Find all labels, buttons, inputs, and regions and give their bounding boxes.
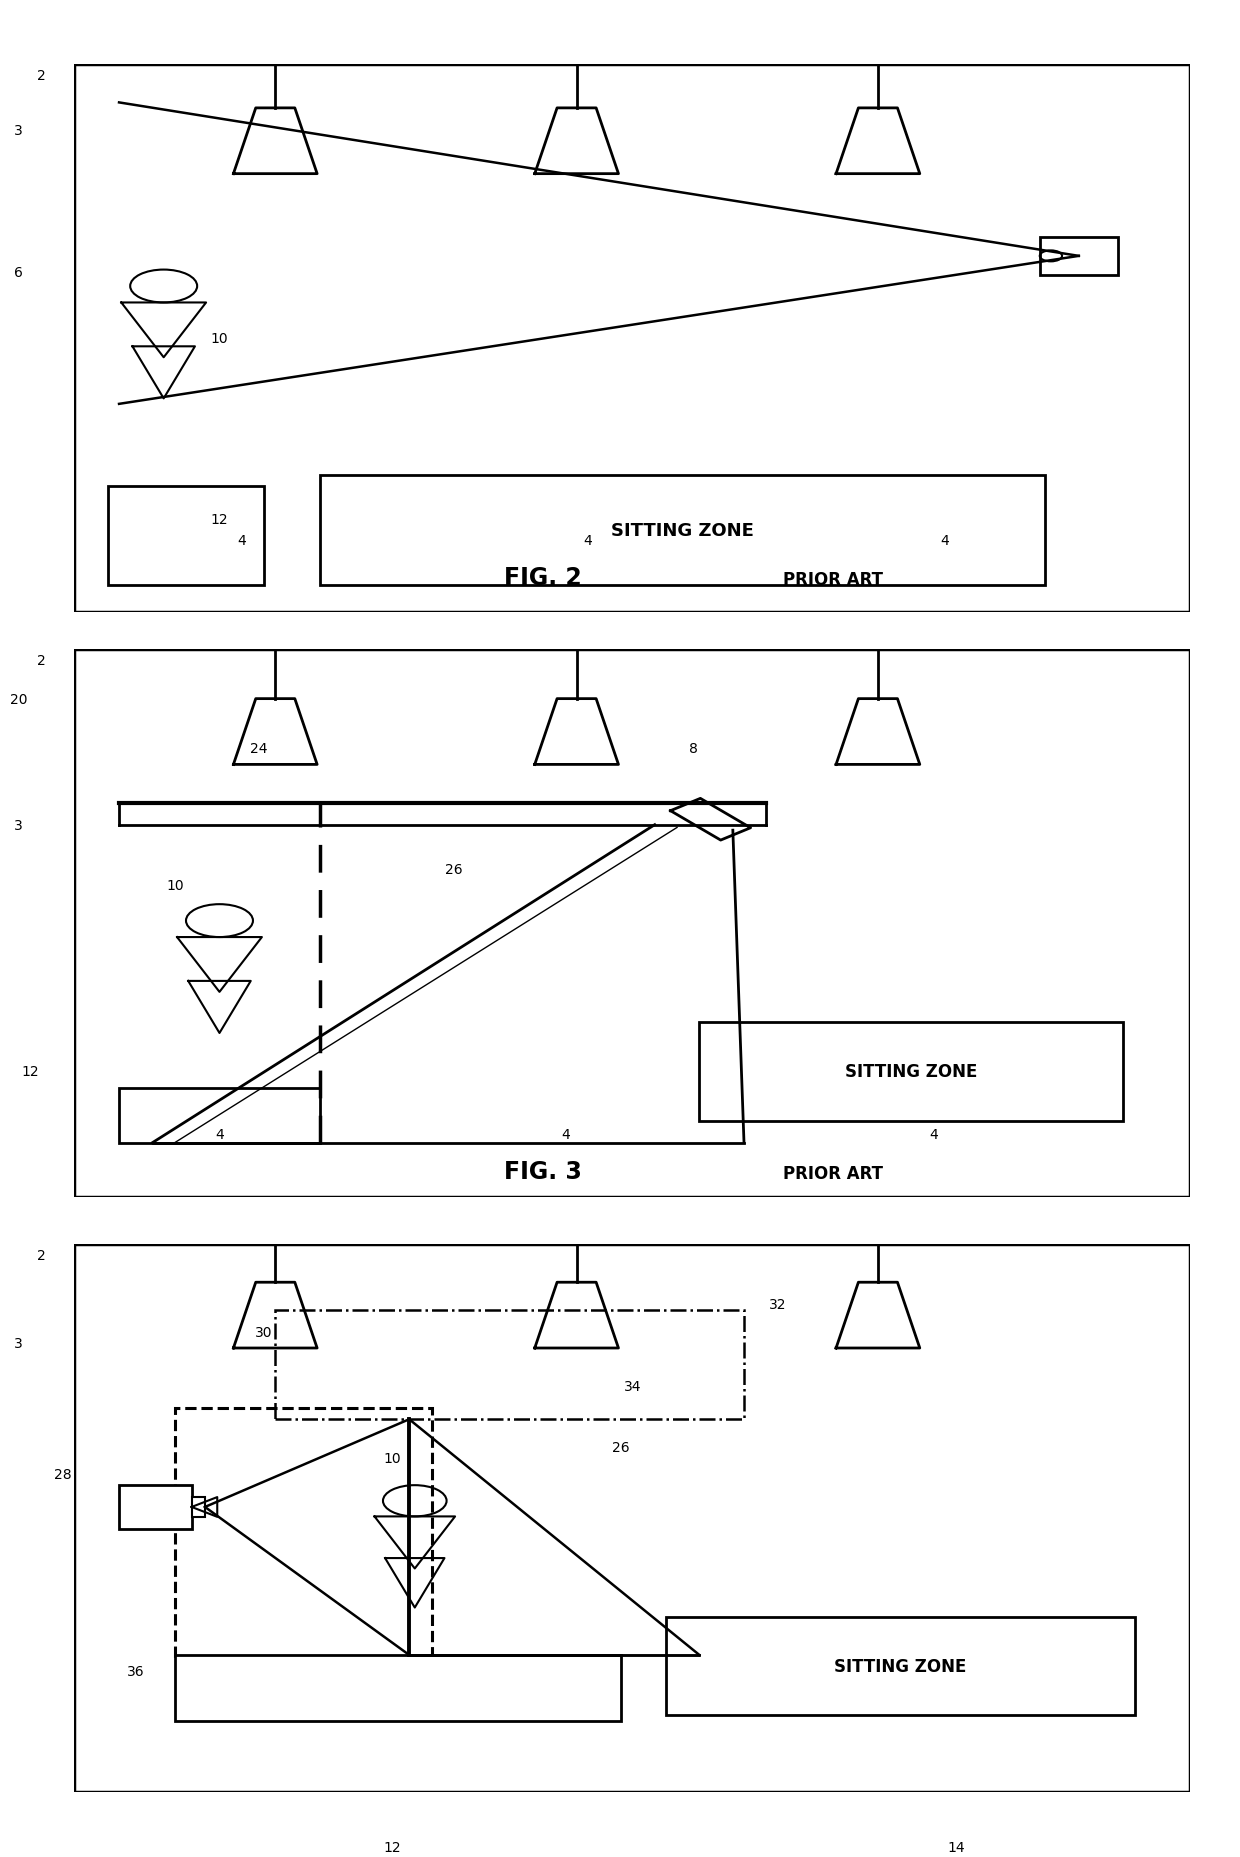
Text: PRIOR ART: PRIOR ART: [784, 1164, 883, 1183]
Bar: [666, 1617, 1135, 1716]
Bar: [275, 1309, 744, 1419]
Text: 12: 12: [383, 1840, 402, 1853]
Text: 32: 32: [769, 1298, 786, 1311]
Text: 26: 26: [613, 1439, 630, 1454]
Text: 2: 2: [36, 1248, 46, 1263]
Text: SITTING ZONE: SITTING ZONE: [611, 522, 754, 540]
Text: 4: 4: [940, 533, 950, 548]
Text: 4: 4: [583, 533, 593, 548]
Text: 8: 8: [689, 741, 698, 756]
Text: 34: 34: [624, 1380, 641, 1393]
Text: 4: 4: [560, 1127, 570, 1142]
Text: 10: 10: [383, 1450, 402, 1465]
Text: FIG. 2: FIG. 2: [505, 565, 582, 589]
Text: 6: 6: [14, 266, 24, 280]
Bar: [699, 1023, 1123, 1122]
Bar: [1039, 238, 1118, 277]
Text: SITTING ZONE: SITTING ZONE: [846, 1062, 977, 1081]
Bar: [320, 475, 1045, 585]
Text: 26: 26: [445, 862, 463, 877]
Text: 3: 3: [14, 124, 24, 137]
Text: 2: 2: [36, 69, 46, 84]
Text: 14: 14: [869, 661, 887, 674]
Text: 14: 14: [947, 1246, 965, 1259]
Text: 10: 10: [211, 332, 228, 345]
Bar: [108, 487, 264, 585]
Bar: [119, 1088, 320, 1144]
Text: 12: 12: [211, 513, 228, 527]
Text: 24: 24: [249, 741, 268, 756]
Text: 12: 12: [21, 1064, 38, 1079]
Text: 3: 3: [14, 1335, 24, 1350]
Text: PRIOR ART: PRIOR ART: [784, 570, 883, 589]
Text: 30: 30: [255, 1324, 273, 1339]
Bar: [191, 1497, 205, 1517]
Text: SITTING ZONE: SITTING ZONE: [835, 1656, 966, 1675]
Text: 14: 14: [947, 1840, 965, 1853]
Text: 3: 3: [14, 819, 24, 832]
Text: 10: 10: [166, 878, 184, 893]
Text: 28: 28: [55, 1467, 72, 1482]
Text: 4: 4: [929, 1127, 939, 1142]
Text: 36: 36: [126, 1664, 145, 1679]
Bar: [119, 1486, 191, 1528]
Text: FIG. 1: FIG. 1: [505, 0, 582, 4]
Text: PRIOR ART: PRIOR ART: [784, 0, 883, 4]
Bar: [175, 1655, 621, 1721]
Text: 2: 2: [36, 654, 46, 669]
Text: 18: 18: [389, 1246, 407, 1259]
Text: 20: 20: [10, 693, 27, 706]
Bar: [175, 1409, 432, 1660]
Text: 4: 4: [215, 1127, 224, 1142]
Text: FIG. 3: FIG. 3: [505, 1159, 582, 1183]
Text: 4: 4: [237, 533, 247, 548]
